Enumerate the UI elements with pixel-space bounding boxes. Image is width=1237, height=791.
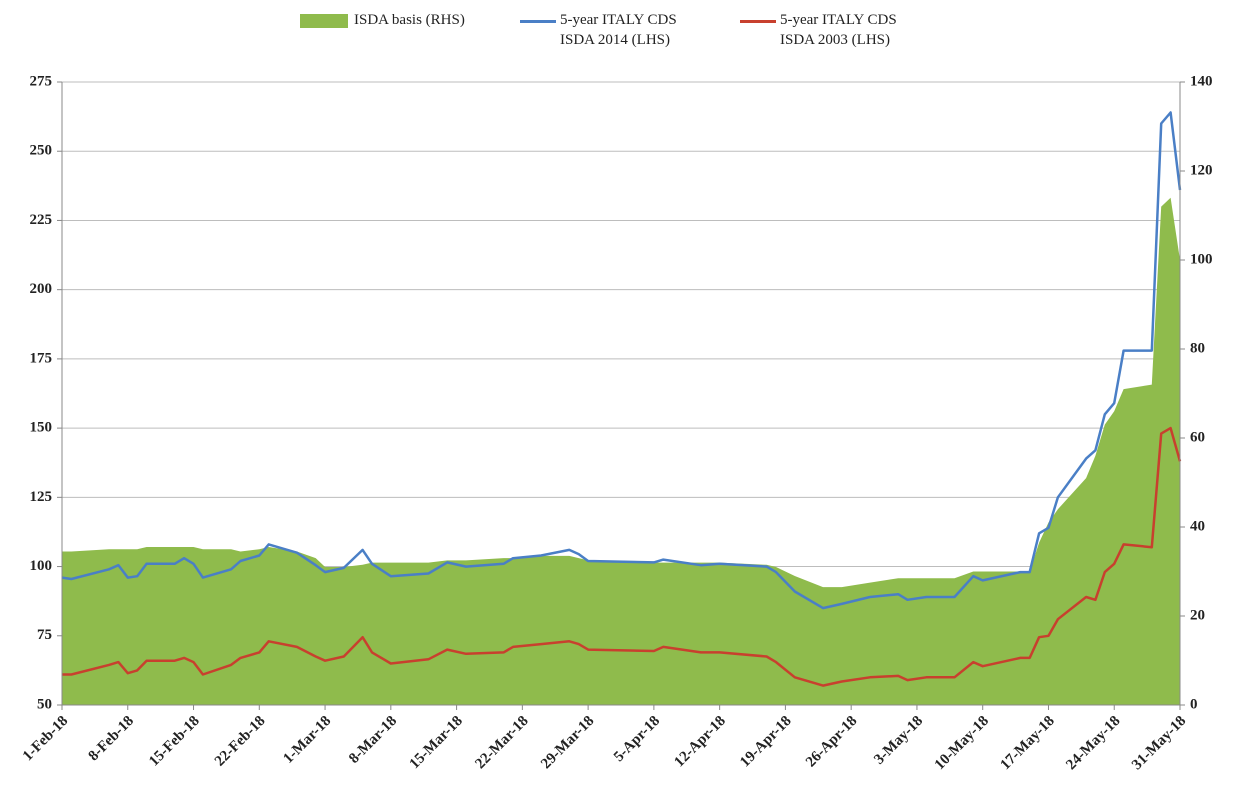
legend-swatch bbox=[520, 20, 556, 23]
y-tick-label: 200 bbox=[30, 281, 53, 297]
x-tick-label: 22-Feb-18 bbox=[212, 713, 269, 770]
y-tick-label: 50 bbox=[37, 696, 52, 712]
y-tick-label: 275 bbox=[30, 73, 53, 89]
legend-swatch bbox=[300, 14, 348, 28]
x-tick-label: 1-Mar-18 bbox=[280, 713, 334, 767]
legend-label: 5-year ITALY CDS ISDA 2003 (LHS) bbox=[780, 12, 897, 48]
y-tick-label: 100 bbox=[30, 558, 53, 574]
y2-tick-label: 140 bbox=[1190, 73, 1213, 89]
y2-tick-label: 100 bbox=[1190, 251, 1213, 267]
y2-tick-label: 0 bbox=[1190, 696, 1198, 712]
y2-tick-label: 80 bbox=[1190, 340, 1205, 356]
x-tick-label: 17-May-18 bbox=[998, 713, 1058, 773]
line bbox=[61, 111, 1182, 610]
x-tick-label: 15-Feb-18 bbox=[146, 713, 203, 770]
x-tick-label: 8-Feb-18 bbox=[86, 713, 137, 764]
x-tick-label: 10-May-18 bbox=[932, 713, 992, 773]
y-tick-label: 175 bbox=[30, 350, 53, 366]
y-tick-label: 125 bbox=[30, 489, 53, 505]
x-tick-label: 29-Mar-18 bbox=[538, 713, 597, 772]
y2-tick-label: 20 bbox=[1190, 607, 1205, 623]
x-tick-label: 22-Mar-18 bbox=[472, 713, 531, 772]
x-tick-label: 24-May-18 bbox=[1063, 713, 1123, 773]
x-tick-label: 1-Feb-18 bbox=[20, 713, 71, 764]
x-tick-label: 8-Mar-18 bbox=[346, 713, 400, 767]
y-tick-label: 75 bbox=[37, 627, 52, 643]
legend-label: ISDA basis (RHS) bbox=[354, 12, 465, 28]
x-tick-label: 26-Apr-18 bbox=[803, 713, 860, 770]
y2-tick-label: 60 bbox=[1190, 429, 1205, 445]
y-tick-label: 250 bbox=[30, 143, 53, 159]
x-tick-label: 31-May-18 bbox=[1129, 713, 1189, 773]
x-tick-label: 12-Apr-18 bbox=[671, 713, 728, 770]
x-tick-label: 3-May-18 bbox=[871, 713, 926, 768]
y2-tick-label: 40 bbox=[1190, 518, 1205, 534]
y-tick-label: 150 bbox=[30, 420, 53, 436]
x-tick-label: 5-Apr-18 bbox=[611, 713, 663, 765]
legend-label: 5-year ITALY CDS ISDA 2014 (LHS) bbox=[560, 12, 677, 48]
x-tick-label: 19-Apr-18 bbox=[737, 713, 794, 770]
area bbox=[62, 197, 1180, 705]
y-tick-label: 225 bbox=[30, 212, 53, 228]
x-tick-label: 15-Mar-18 bbox=[407, 713, 466, 772]
line bbox=[62, 426, 1182, 687]
y2-tick-label: 120 bbox=[1190, 162, 1213, 178]
legend-swatch bbox=[740, 20, 776, 23]
